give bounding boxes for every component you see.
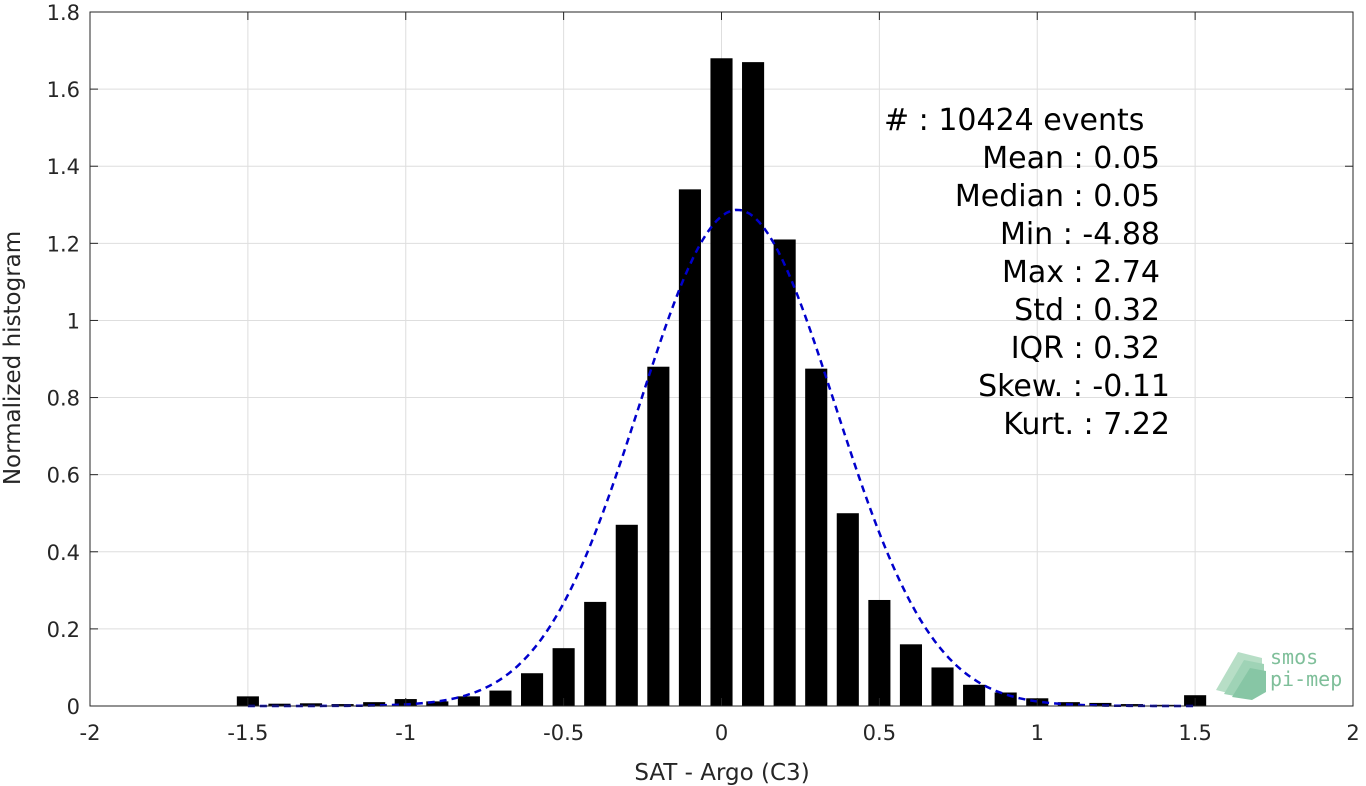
x-tick-label: -2 [80, 721, 101, 745]
histogram-bar [457, 696, 480, 706]
histogram-bar [426, 701, 449, 706]
stat-skew: Skew. : -0.11 [978, 369, 1170, 404]
histogram-bar [963, 684, 986, 706]
x-axis-label: SAT - Argo (C3) [634, 760, 809, 786]
histogram-bar [773, 239, 796, 706]
y-tick-label: 1.6 [47, 78, 80, 102]
y-axis-label: Normalized histogram [0, 231, 26, 485]
stat-kurt: Kurt. : 7.22 [1003, 407, 1170, 442]
y-tick-label: 0 [67, 695, 80, 719]
logo-line-2: pi-mep [1270, 667, 1342, 691]
stat-min: Min : -4.88 [1000, 217, 1160, 252]
histogram-bar [994, 692, 1017, 706]
y-tick-label: 0.8 [47, 387, 80, 411]
logo-line-1: smos [1270, 645, 1318, 669]
histogram-bar [805, 368, 828, 706]
smos-pi-mep-logo: smos pi-mep [1216, 645, 1342, 700]
histogram-bar [1089, 702, 1112, 706]
histogram-bar [647, 366, 670, 706]
x-tick-label: -1 [395, 721, 416, 745]
x-tick-label: 1 [1031, 721, 1044, 745]
histogram-bar [899, 644, 923, 706]
y-tick-label: 0.4 [47, 541, 80, 565]
histogram-bar [868, 599, 891, 706]
histogram-bar [678, 189, 701, 706]
logo-waves-icon [1216, 652, 1266, 700]
stat-std: Std : 0.32 [1014, 293, 1160, 328]
x-tick-label: 0 [715, 721, 728, 745]
y-tick-label: 1.2 [47, 232, 80, 256]
stat-max: Max : 2.74 [1002, 255, 1160, 290]
histogram-bar [836, 513, 859, 706]
x-axis-ticks: -2 -1.5 -1 -0.5 0 0.5 1 1.5 2 [80, 12, 1360, 745]
x-tick-label: -1.5 [227, 721, 268, 745]
histogram-bar [489, 690, 512, 706]
x-tick-label: -0.5 [543, 721, 584, 745]
histogram-bar [584, 601, 607, 706]
x-tick-label: 1.5 [1178, 721, 1211, 745]
stat-median: Median : 0.05 [955, 179, 1160, 214]
histogram-bar [331, 704, 354, 706]
histogram-bar [931, 667, 954, 706]
y-tick-label: 0.6 [47, 464, 80, 488]
y-tick-label: 1.8 [47, 1, 80, 25]
y-axis-ticks: 0 0.2 0.4 0.6 0.8 1 1.2 1.4 1.6 1.8 [47, 1, 1353, 719]
stat-count: # : 10424 events [884, 103, 1144, 138]
histogram-bar [710, 58, 733, 707]
histogram-bar [268, 703, 291, 706]
stats-box: # : 10424 events Mean : 0.05 Median : 0.… [884, 103, 1170, 442]
histogram-bar [363, 702, 386, 706]
histogram-bar [552, 648, 575, 706]
x-tick-label: 0.5 [863, 721, 896, 745]
y-tick-label: 0.2 [47, 618, 80, 642]
bars [236, 58, 1207, 707]
stat-mean: Mean : 0.05 [982, 141, 1160, 176]
y-tick-label: 1.4 [47, 155, 80, 179]
histogram-bar [742, 62, 765, 707]
stat-iqr: IQR : 0.32 [1011, 331, 1160, 366]
histogram-bar [299, 703, 323, 706]
y-tick-label: 1 [67, 309, 80, 333]
histogram-bar [520, 673, 544, 706]
histogram-bar [615, 524, 638, 706]
x-tick-label: 2 [1346, 721, 1359, 745]
